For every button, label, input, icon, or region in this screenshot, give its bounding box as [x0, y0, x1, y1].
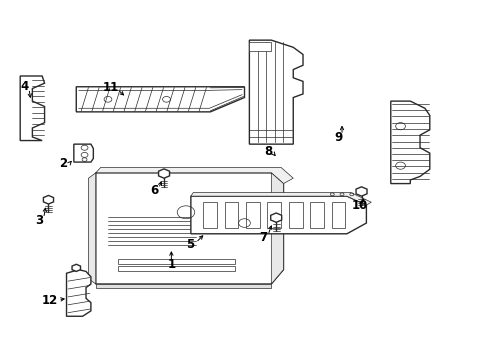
Polygon shape [118, 259, 234, 264]
Text: 3: 3 [36, 214, 44, 227]
Polygon shape [203, 202, 216, 228]
Polygon shape [118, 266, 234, 271]
Polygon shape [271, 173, 283, 284]
Text: 9: 9 [333, 131, 342, 144]
Polygon shape [66, 270, 91, 316]
Polygon shape [224, 202, 238, 228]
Polygon shape [190, 193, 370, 205]
Text: 12: 12 [41, 294, 58, 307]
Text: 8: 8 [263, 145, 271, 158]
Polygon shape [245, 202, 259, 228]
Polygon shape [96, 167, 293, 184]
Polygon shape [76, 87, 244, 112]
Polygon shape [249, 40, 303, 144]
Polygon shape [96, 284, 271, 288]
Polygon shape [74, 144, 93, 162]
Polygon shape [96, 173, 283, 284]
Text: 10: 10 [351, 199, 367, 212]
Polygon shape [331, 202, 345, 228]
Polygon shape [355, 187, 366, 196]
Polygon shape [88, 173, 96, 284]
Polygon shape [288, 202, 302, 228]
Text: 4: 4 [20, 80, 28, 93]
Text: 11: 11 [102, 81, 118, 94]
Text: 7: 7 [259, 231, 266, 244]
Polygon shape [158, 169, 169, 178]
Polygon shape [249, 42, 271, 51]
Polygon shape [72, 264, 81, 271]
Polygon shape [190, 196, 366, 234]
Polygon shape [267, 202, 281, 228]
Polygon shape [310, 202, 324, 228]
Polygon shape [390, 101, 429, 184]
Text: 1: 1 [167, 258, 175, 271]
Polygon shape [20, 76, 44, 140]
Text: 5: 5 [185, 238, 194, 251]
Text: 6: 6 [150, 184, 158, 197]
Polygon shape [270, 213, 281, 222]
Text: 2: 2 [59, 157, 67, 170]
Polygon shape [43, 195, 54, 204]
